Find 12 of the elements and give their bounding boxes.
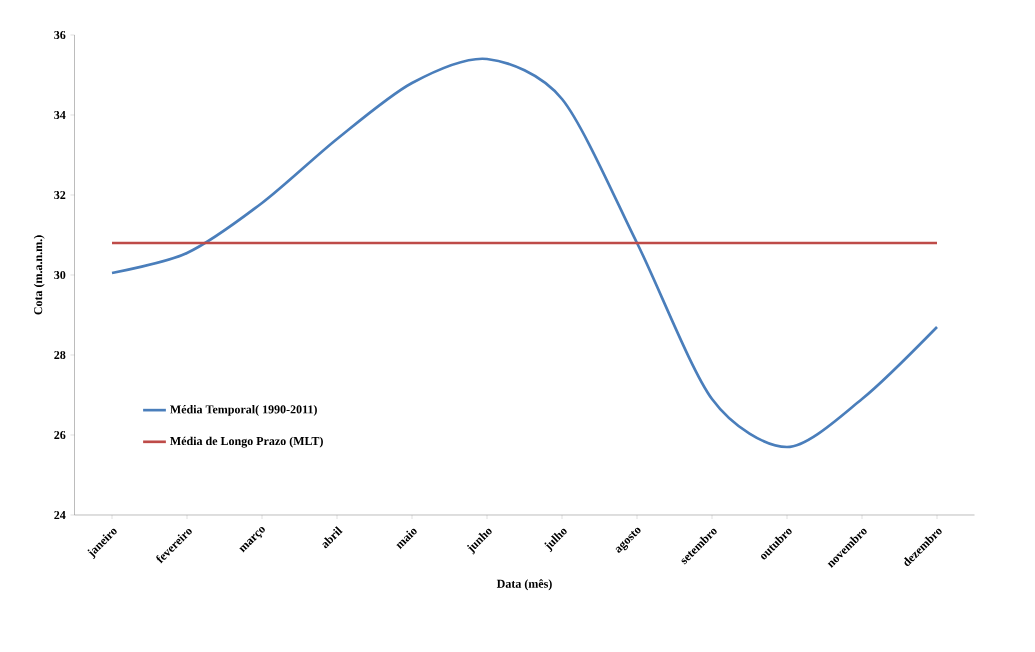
y-tick-label: 26 <box>54 430 66 440</box>
legend-label: Média de Longo Prazo (MLT) <box>170 436 323 448</box>
y-tick-label: 28 <box>54 350 66 360</box>
line-series <box>110 57 939 449</box>
y-tick-label: 36 <box>54 30 66 40</box>
y-tick-label: 32 <box>54 190 66 200</box>
y-tick-label: 34 <box>54 110 66 120</box>
y-axis-title: Cota (m.a.n.m.) <box>33 235 45 315</box>
x-axis-title: Data (mês) <box>496 579 552 591</box>
legend-label: Média Temporal( 1990-2011) <box>170 404 317 416</box>
y-tick-label: 24 <box>54 511 66 519</box>
y-tick-label: 30 <box>54 270 66 280</box>
